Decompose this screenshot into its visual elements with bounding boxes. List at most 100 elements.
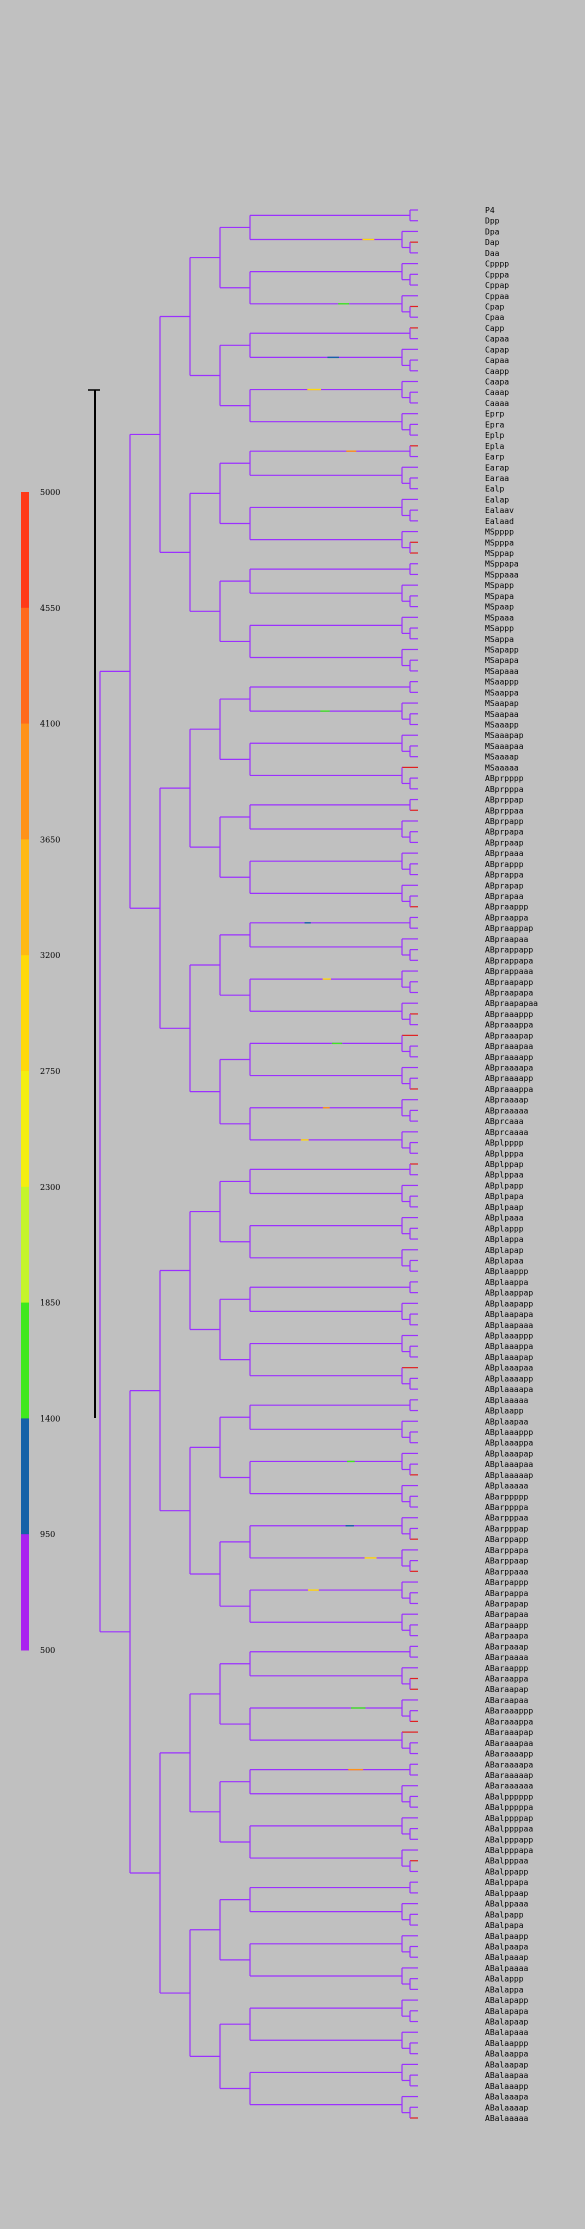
leaf-label: ABplpaap bbox=[485, 1203, 524, 1212]
leaf-label: ABplapaa bbox=[485, 1256, 524, 1265]
color-scale-tick: 1850 bbox=[40, 1299, 60, 1308]
leaf-label: MSpppa bbox=[485, 538, 514, 547]
leaf-label: ABplapap bbox=[485, 1246, 524, 1255]
color-scale-tick-labels: 5000 4550 4100 3650 3200 2750 2300 1850 1400 950 5… bbox=[40, 488, 60, 1655]
leaf-label: ABpraaappa bbox=[485, 1021, 533, 1030]
leaf-label: ABalpaaap bbox=[485, 1953, 529, 1962]
leaf-label: Caaaa bbox=[485, 399, 509, 408]
color-scale-tick: 4100 bbox=[40, 720, 60, 729]
leaf-label: ABpraaaapp bbox=[485, 1074, 533, 1083]
leaf-label: ABaraaappp bbox=[485, 1707, 533, 1716]
leaf-label: Cppaa bbox=[485, 292, 509, 301]
leaf-label: ABprapaa bbox=[485, 892, 524, 901]
leaf-label: ABpraapapa bbox=[485, 988, 533, 997]
leaf-label: Earaa bbox=[485, 474, 509, 483]
leaf-label: ABaraappp bbox=[485, 1664, 529, 1673]
leaf-label: ABarpaaap bbox=[485, 1642, 529, 1651]
leaf-label: ABpraappp bbox=[485, 903, 529, 912]
color-scale-tick: 950 bbox=[40, 1530, 55, 1539]
leaf-label: ABalpppapp bbox=[485, 1835, 533, 1844]
leaf-label: ABaraaaapa bbox=[485, 1760, 533, 1769]
leaf-label: ABprpapp bbox=[485, 817, 524, 826]
leaf-label: ABpraaaapa bbox=[485, 1064, 533, 1073]
leaf-label: ABalaaaap bbox=[485, 2103, 529, 2112]
leaf-label: ABplappa bbox=[485, 1235, 524, 1244]
color-scale-tick: 2750 bbox=[40, 1067, 60, 1076]
lineage-tree bbox=[88, 209, 418, 2119]
leaf-label: Eplp bbox=[485, 431, 504, 440]
leaf-label: Dpp bbox=[485, 217, 500, 226]
leaf-label: ABalpaapp bbox=[485, 1932, 529, 1941]
color-scale-tick: 500 bbox=[40, 1646, 55, 1655]
leaf-label: ABalaappp bbox=[485, 2039, 529, 2048]
leaf-label: ABprpaap bbox=[485, 838, 524, 847]
leaf-label: ABalaapaa bbox=[485, 2071, 529, 2080]
leaf-label: ABalappp bbox=[485, 1975, 524, 1984]
leaf-label: ABprppap bbox=[485, 796, 524, 805]
leaf-label: Ealap bbox=[485, 495, 509, 504]
leaf-label: Caapp bbox=[485, 367, 509, 376]
leaf-label: ABpraaapap bbox=[485, 1031, 533, 1040]
leaf-label: ABalppaap bbox=[485, 1889, 529, 1898]
leaf-label: MSpapa bbox=[485, 592, 514, 601]
leaf-label: ABalpppapa bbox=[485, 1846, 533, 1855]
leaf-label: ABalppapp bbox=[485, 1867, 529, 1876]
leaf-label: Capp bbox=[485, 324, 504, 333]
leaf-label: ABarpaapp bbox=[485, 1621, 529, 1630]
leaf-label: ABpraaappa bbox=[485, 1085, 533, 1094]
leaf-label: ABarpapap bbox=[485, 1599, 529, 1608]
leaf-label: ABalpppppa bbox=[485, 1803, 533, 1812]
leaf-label: MSaapap bbox=[485, 699, 519, 708]
leaf-label: ABplaaappp bbox=[485, 1332, 533, 1341]
leaf-label: ABplpppp bbox=[485, 1139, 524, 1148]
leaf-label: MSapapa bbox=[485, 656, 519, 665]
leaf-label: ABaraapaa bbox=[485, 1696, 529, 1705]
leaf-label: ABplaaaaa bbox=[485, 1482, 529, 1491]
leaf-label: ABplaapapp bbox=[485, 1299, 533, 1308]
leaf-label: ABalapapa bbox=[485, 2007, 529, 2016]
leaf-label: ABplaaappa bbox=[485, 1439, 533, 1448]
leaf-label: ABalpaapa bbox=[485, 1942, 529, 1951]
leaf-label: Epra bbox=[485, 420, 504, 429]
color-scale-tick: 3650 bbox=[40, 835, 60, 844]
leaf-label: MSppap bbox=[485, 549, 514, 558]
leaf-label: Daa bbox=[485, 249, 500, 258]
leaf-label: ABalaappa bbox=[485, 2050, 529, 2059]
leaf-label: MSaaaaa bbox=[485, 763, 519, 772]
leaf-label: ABarppapp bbox=[485, 1535, 529, 1544]
leaf-label: ABalapaap bbox=[485, 2018, 529, 2027]
leaf-label: ABpraaappp bbox=[485, 1010, 533, 1019]
leaf-label: ABalppppaa bbox=[485, 1825, 533, 1834]
leaf-label: ABplppaa bbox=[485, 1171, 524, 1180]
leaf-label: ABprpapa bbox=[485, 828, 524, 837]
leaf-label: ABalaaapa bbox=[485, 2093, 529, 2102]
leaf-label: ABalappa bbox=[485, 1985, 524, 1994]
leaf-label: ABplpppa bbox=[485, 1149, 524, 1158]
color-band bbox=[21, 607, 29, 725]
leaf-label: ABplaaapaa bbox=[485, 1364, 533, 1373]
leaf-label: ABarppppp bbox=[485, 1492, 529, 1501]
leaf-label: Cppap bbox=[485, 281, 509, 290]
color-scale-tick: 5000 bbox=[40, 488, 60, 497]
leaf-label: Ealaav bbox=[485, 506, 514, 515]
leaf-label: ABplaappap bbox=[485, 1289, 533, 1298]
color-band bbox=[21, 1302, 29, 1419]
leaf-label: ABplaaaapp bbox=[485, 1374, 533, 1383]
leaf-label: ABplaaapap bbox=[485, 1449, 533, 1458]
leaf-label: ABplppap bbox=[485, 1160, 524, 1169]
leaf-label: ABalpaaaa bbox=[485, 1964, 529, 1973]
color-band bbox=[21, 1071, 29, 1188]
color-scale-bar bbox=[21, 492, 29, 1651]
leaf-label: MSaaaap bbox=[485, 753, 519, 762]
leaf-label: ABprppaa bbox=[485, 806, 524, 815]
leaf-label: Dpa bbox=[485, 227, 500, 236]
leaf-label: ABaraaaapp bbox=[485, 1750, 533, 1759]
leaf-label: ABprpppp bbox=[485, 774, 524, 783]
leaf-label: MSaappp bbox=[485, 678, 519, 687]
leaf-label: Capaa bbox=[485, 356, 509, 365]
leaf-label: Epla bbox=[485, 442, 504, 451]
leaf-label: MSpapp bbox=[485, 581, 514, 590]
leaf-label: ABarppaap bbox=[485, 1557, 529, 1566]
